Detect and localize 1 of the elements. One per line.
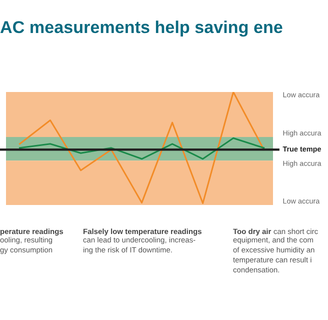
chart-title: AC measurements help saving ene	[0, 20, 282, 37]
